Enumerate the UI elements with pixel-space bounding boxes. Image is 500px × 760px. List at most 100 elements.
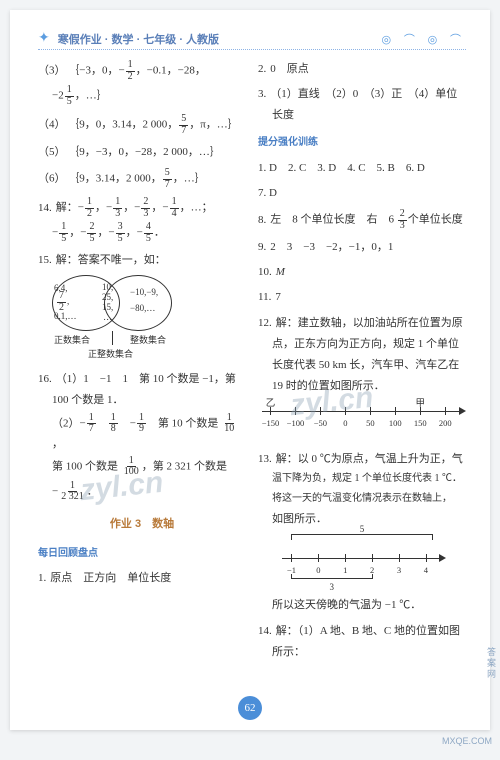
q4-tail: ，π，…｝ xyxy=(189,119,239,131)
venn-lbl-right: 整数集合 xyxy=(130,333,166,348)
daily-review-label: 每日回顾盘点 xyxy=(38,546,246,563)
q6-body: ｛9，3.14，2 000， xyxy=(68,173,162,185)
homework-3-title: 作业 3 数轴 xyxy=(38,515,246,533)
f18: 18 xyxy=(109,413,118,435)
venn-right-2: −80,… xyxy=(130,301,155,316)
a11: 11.7 xyxy=(258,288,466,306)
q6: （6） ｛9，3.14，2 000，57，…｝ xyxy=(38,168,246,190)
a12-l2: 点，正东方向为正方向，规定 1 个单位 xyxy=(258,335,466,353)
axis-arrow-icon xyxy=(459,407,466,415)
a11-n: 11. xyxy=(258,291,271,303)
q3-tail: ，…｝ xyxy=(75,90,108,102)
q15-body: 解：答案不唯一，如： xyxy=(56,254,166,266)
page-number-badge: 62 xyxy=(238,696,262,720)
right-column: 2. 0 原点 3.（1）直线 （2）0 （3）正 （4）单位 长度 提分强化训练… xyxy=(258,60,466,700)
a13-axis: 5 −1 0 1 2 3 4 3 xyxy=(278,534,446,590)
a12-n: 12. xyxy=(258,317,272,329)
venn-arrow-icon xyxy=(112,331,113,345)
q5-label: （5） xyxy=(38,146,66,158)
q16: 16. （1）1 −1 1 第 10 个数是 −1，第 100 个数是 1． （2… xyxy=(38,370,246,502)
a13-l2: 温下降为负，规定 1 个单位长度代表 1 ℃． xyxy=(258,471,466,488)
bracket-bot-icon xyxy=(291,578,372,579)
q16-p2d: −12 321． xyxy=(38,481,246,503)
a8-n: 8. xyxy=(258,214,266,226)
a8-body: 左 8 个单位长度 右 6 xyxy=(270,214,394,226)
q4-label: （4） xyxy=(38,119,66,131)
a2-body: 0 原点 xyxy=(270,63,309,75)
q3: （3） ｛−3，0，−12，−0.1，−28， −215，…｝ xyxy=(38,60,246,107)
q6-label: （6） xyxy=(38,173,66,185)
header-title: 寒假作业 · 数学 · 七年级 · 人教版 xyxy=(58,31,219,47)
a2-n: 2. xyxy=(258,63,266,75)
f15: 15 xyxy=(59,222,68,244)
a8-tail: 个单位长度 xyxy=(408,214,463,226)
left-column: （3） ｛−3，0，−12，−0.1，−28， −215，…｝ （4） ｛9，0… xyxy=(38,60,246,700)
page: ✦ 寒假作业 · 数学 · 七年级 · 人教版 ◎ ⌒ ◎ ⌒ （3） ｛−3，… xyxy=(10,10,490,730)
venn-left-2: 6.4, xyxy=(54,281,68,296)
a9: 9. 2 3 −3 −2，−1，0，1 xyxy=(258,238,466,256)
header-decor: ◎ ⌒ ◎ ⌒ xyxy=(382,31,466,47)
side-watermark: 答案网 xyxy=(485,647,498,680)
a9-n: 9. xyxy=(258,241,266,253)
bracket-top-lbl: 5 xyxy=(360,522,365,537)
axis-line-icon xyxy=(262,411,462,412)
a14: 14. 解：（1）A 地、B 地、C 地的位置如图 所示： xyxy=(258,622,466,661)
q3-label: （3） xyxy=(38,65,66,77)
f23b: 23 xyxy=(398,209,407,231)
f1100: 1100 xyxy=(122,456,141,478)
a14-cont: 所示： xyxy=(258,643,466,661)
f13: 13 xyxy=(113,197,122,219)
a14-body: 解：（1）A 地、B 地、C 地的位置如图 xyxy=(276,625,460,637)
q14-lead: 解：− xyxy=(56,202,84,214)
q3-mid: ，−0.1，−28， xyxy=(136,65,206,77)
axis-line-icon-2 xyxy=(282,558,442,559)
f14: 14 xyxy=(170,197,179,219)
a3: 3.（1）直线 （2）0 （3）正 （4）单位 长度 xyxy=(258,85,466,124)
frac-1-5: 15 xyxy=(65,85,74,107)
q16-p2: （2）−17 18 −19 第 10 个数是 110， xyxy=(38,413,246,453)
a13: 13.解：以 0 ℃为原点，气温上升为正，气 温下降为负，规定 1 个单位长度代… xyxy=(258,450,466,614)
venn-lbl-left: 正数集合 xyxy=(54,333,90,348)
bracket-bot-lbl: 3 xyxy=(330,580,335,595)
f110: 110 xyxy=(222,413,236,435)
page-header: ✦ 寒假作业 · 数学 · 七年级 · 人教版 ◎ ⌒ ◎ ⌒ xyxy=(38,28,466,50)
a10-body: M xyxy=(276,266,285,278)
corner-watermark: MXQE.COM xyxy=(442,736,492,746)
a13-l3: 将这一天的气温变化情况表示在数轴上， xyxy=(258,491,466,508)
a10-n: 10. xyxy=(258,266,272,278)
q15-n: 15. xyxy=(38,254,52,266)
pt-yi: 乙 xyxy=(266,397,276,413)
f25: 25 xyxy=(87,222,96,244)
venn-right-1: −10,−9, xyxy=(130,285,158,300)
strengthen-label: 提分强化训练 xyxy=(258,135,466,152)
a3-n: 3. xyxy=(258,88,266,100)
q16-p2b: 第 100 个数是 1100，第 2 321 个数是 xyxy=(38,456,246,478)
a11-body: 7 xyxy=(275,291,281,303)
q16-p1a: （1）1 −1 1 第 10 个数是 −1，第 xyxy=(56,373,236,385)
a9-body: 2 3 −3 −2，−1，0，1 xyxy=(270,241,393,253)
f19: 19 xyxy=(137,413,146,435)
q3-prefix: ｛−3，0，− xyxy=(68,65,124,77)
q4: （4） ｛9，0，3.14，2 000，57，π，…｝ xyxy=(38,114,246,136)
q16-n: 16. xyxy=(38,373,52,385)
f23: 23 xyxy=(141,197,150,219)
q16-p1b: 100 个数是 1． xyxy=(38,391,246,409)
frac-5-7: 57 xyxy=(179,114,188,136)
venn-left-3: 0.1,… xyxy=(54,309,77,324)
a10: 10. M xyxy=(258,263,466,281)
q15: 15. 解：答案不唯一，如： 72, 6.4, 0.1,… 10, 25, 15,… xyxy=(38,251,246,363)
a14-n: 14. xyxy=(258,625,272,637)
q4-body: ｛9，0，3.14，2 000， xyxy=(68,119,178,131)
q14-row2: −15，−25，−35，−45． xyxy=(38,222,246,244)
q3-cont: −215，…｝ xyxy=(38,85,246,107)
mc2: 7. D xyxy=(258,184,466,202)
q14: 14.解：−12，−13，−23，−14，…； −15，−25，−35，−45． xyxy=(38,197,246,244)
frac-1-2: 12 xyxy=(126,60,135,82)
q6-tail: ，…｝ xyxy=(173,173,206,185)
f45: 45 xyxy=(144,222,153,244)
a13-l5: 所以这天傍晚的气温为 −1 ℃． xyxy=(258,596,466,614)
venn-diagram: 72, 6.4, 0.1,… 10, 25, 15, … −10,−9, −80… xyxy=(48,273,246,361)
star-icon: ✦ xyxy=(38,30,50,47)
a12-l4: 19 时的位置如图所示． xyxy=(258,377,466,395)
a12-l1: 解：建立数轴，以加油站所在位置为原 xyxy=(276,317,463,329)
